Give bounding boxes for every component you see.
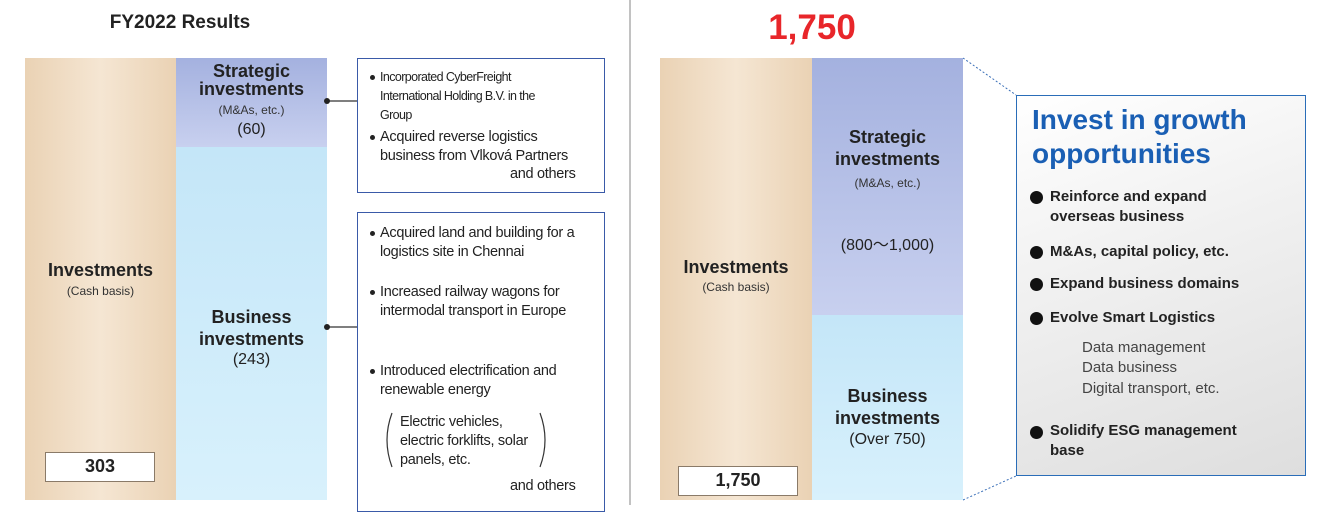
growth-item: Reinforce and expand overseas business: [1050, 188, 1207, 225]
growth-box: [1016, 95, 1306, 476]
growth-item: Solidify ESG management base: [1050, 422, 1237, 459]
growth-title: Invest in growth opportunities: [1032, 104, 1247, 169]
investments-label: Investments: [47, 260, 154, 280]
growth-item: Evolve Smart Logistics: [1050, 309, 1216, 326]
paren: [386, 412, 393, 468]
bullet: [1030, 426, 1043, 439]
strategic-block: [176, 58, 327, 147]
growth-example: Data business: [1082, 359, 1178, 376]
strategic-notes-box: [357, 58, 605, 193]
note-item: Increased railway wagons for intermodal …: [370, 283, 595, 321]
investments-column: [25, 58, 176, 500]
business-label: Business investments: [198, 307, 305, 349]
note-others: and others: [510, 478, 576, 494]
note-item: Introduced electrification and renewable…: [370, 362, 605, 400]
note-others: and others: [510, 166, 576, 182]
investments-basis: (Cash basis): [702, 280, 770, 294]
growth-example: Digital transport, etc.: [1082, 380, 1220, 397]
note-item: Incorporated CyberFreight International …: [370, 68, 560, 125]
paren: [539, 412, 546, 468]
growth-item: M&As, capital policy, etc.: [1050, 243, 1229, 260]
strategic-note: (M&As, etc.): [218, 103, 285, 117]
bullet: [1030, 312, 1043, 325]
investments-label: Investments: [683, 257, 789, 277]
strategic-note: (M&As, etc.): [854, 176, 921, 190]
bullet: [1030, 246, 1043, 259]
business-amount: (243): [232, 351, 271, 368]
business-block: [812, 315, 963, 500]
investments-basis: (Cash basis): [66, 284, 135, 298]
strategic-label: Strategic investments: [834, 127, 941, 169]
left-title: FY2022 Results: [109, 12, 251, 33]
dotted-guide: [962, 475, 1017, 501]
connector-dot: [324, 324, 330, 330]
investments-total: 303: [45, 452, 155, 482]
bullet: [1030, 191, 1043, 204]
note-examples: Electric vehicles, electric forklifts, s…: [400, 414, 528, 468]
investments-total: 1,750: [678, 466, 798, 496]
note-item: Acquired reverse logistics business from…: [370, 128, 595, 166]
note-item: Acquired land and building for a logisti…: [370, 224, 600, 262]
business-block: [176, 147, 327, 500]
business-amount: (Over 750): [849, 431, 926, 448]
strategic-block: [812, 58, 963, 315]
business-label: Business investments: [834, 386, 941, 428]
growth-example: Data management: [1082, 339, 1206, 356]
strategic-amount: (60): [237, 121, 266, 138]
bullet: [1030, 278, 1043, 291]
growth-item: Expand business domains: [1050, 275, 1240, 292]
dotted-guide: [962, 57, 1017, 96]
strategic-label: Strategic investments: [198, 61, 305, 99]
right-title: 1,750: [768, 8, 856, 47]
connector-dot: [324, 98, 330, 104]
investments-column: [660, 58, 812, 500]
strategic-amount: (800〜1,000): [840, 237, 935, 254]
